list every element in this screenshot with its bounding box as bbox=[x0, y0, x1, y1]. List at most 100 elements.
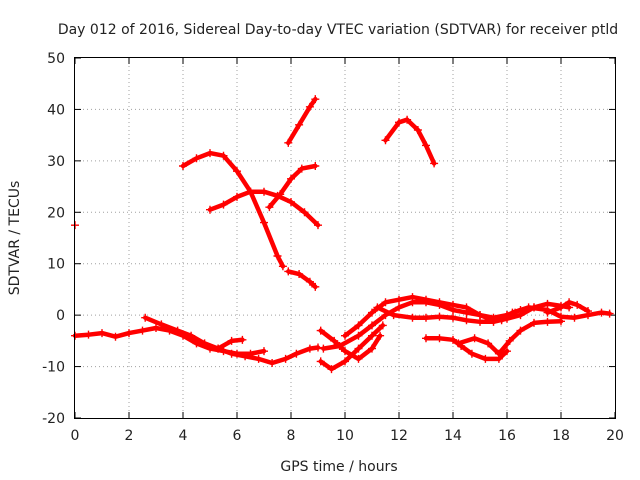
data-point bbox=[295, 120, 304, 129]
series-layer bbox=[71, 95, 614, 374]
data-point bbox=[395, 118, 403, 127]
data-point bbox=[408, 313, 417, 322]
data-point bbox=[260, 187, 268, 196]
data-point bbox=[489, 317, 498, 326]
series-track-arc-highA bbox=[180, 150, 286, 269]
data-point bbox=[354, 354, 363, 363]
x-tick-label: 20 bbox=[606, 428, 624, 444]
data-point bbox=[530, 318, 538, 327]
data-point bbox=[543, 308, 552, 317]
data-point bbox=[273, 252, 282, 260]
y-tick-label: -20 bbox=[42, 411, 65, 427]
data-point bbox=[470, 334, 479, 343]
data-point bbox=[368, 308, 376, 317]
data-point bbox=[435, 298, 444, 307]
data-point bbox=[408, 293, 417, 302]
data-point bbox=[368, 331, 376, 340]
y-tick-label: 10 bbox=[47, 257, 65, 273]
data-point bbox=[292, 349, 301, 358]
data-point bbox=[219, 200, 228, 209]
data-point bbox=[268, 358, 277, 367]
data-point bbox=[206, 205, 214, 214]
data-point bbox=[341, 357, 349, 366]
x-tick-label: 12 bbox=[390, 428, 408, 444]
data-point bbox=[557, 312, 565, 321]
data-point bbox=[573, 300, 582, 309]
data-point bbox=[476, 311, 484, 320]
data-point bbox=[378, 321, 387, 330]
data-point bbox=[179, 162, 187, 170]
data-point bbox=[287, 174, 295, 183]
data-point bbox=[516, 326, 525, 335]
data-point bbox=[354, 331, 363, 340]
data-point bbox=[484, 339, 493, 348]
data-point bbox=[373, 303, 382, 312]
data-point bbox=[206, 149, 214, 158]
series-track-arc-lowE bbox=[318, 323, 386, 372]
y-tick-label: 40 bbox=[47, 102, 65, 118]
data-point bbox=[98, 329, 106, 338]
data-point bbox=[335, 342, 344, 350]
data-point bbox=[111, 332, 120, 341]
data-point bbox=[376, 331, 385, 340]
data-point bbox=[481, 354, 490, 363]
x-tick-label: 6 bbox=[233, 428, 242, 444]
data-point bbox=[287, 198, 295, 206]
data-point bbox=[84, 330, 93, 339]
data-point bbox=[565, 298, 574, 307]
data-point bbox=[381, 298, 390, 307]
data-point bbox=[311, 162, 320, 170]
data-point bbox=[449, 300, 457, 309]
data-point bbox=[187, 331, 196, 340]
data-point bbox=[300, 208, 309, 217]
data-point bbox=[276, 190, 285, 199]
series-track-arc-highF bbox=[383, 117, 437, 166]
data-point bbox=[422, 295, 430, 304]
data-point bbox=[152, 324, 160, 332]
data-point bbox=[503, 347, 511, 356]
data-point bbox=[260, 218, 268, 227]
data-point bbox=[233, 192, 241, 201]
chart-title: Day 012 of 2016, Sidereal Day-to-day VTE… bbox=[58, 22, 618, 38]
data-point bbox=[505, 336, 514, 345]
data-point bbox=[430, 159, 439, 168]
data-point bbox=[462, 316, 471, 325]
data-point bbox=[284, 138, 293, 147]
data-point bbox=[327, 365, 336, 374]
data-point bbox=[395, 303, 403, 312]
data-point bbox=[605, 309, 614, 318]
data-point bbox=[246, 187, 255, 196]
data-point bbox=[125, 329, 133, 338]
data-point bbox=[319, 344, 328, 353]
data-point bbox=[238, 335, 247, 344]
tick-layer: 0 2 4 6 8 10 12 14 16 18 20 -20 -10 0 10 20 30 40 50 bbox=[42, 51, 624, 444]
series-track-arc-lowB bbox=[142, 315, 321, 366]
data-point bbox=[254, 354, 263, 363]
data-point bbox=[584, 307, 592, 316]
data-point bbox=[227, 336, 236, 345]
data-point bbox=[316, 357, 325, 366]
data-point bbox=[311, 282, 320, 291]
data-point bbox=[381, 136, 390, 145]
data-point bbox=[311, 95, 320, 104]
data-point bbox=[297, 164, 306, 173]
data-point bbox=[403, 115, 412, 124]
data-point bbox=[281, 354, 290, 363]
x-axis-label: GPS time / hours bbox=[280, 459, 397, 475]
y-tick-label: -10 bbox=[42, 360, 65, 376]
data-point bbox=[476, 317, 484, 326]
x-tick-label: 2 bbox=[125, 428, 134, 444]
data-point bbox=[557, 303, 565, 312]
data-point bbox=[314, 221, 322, 230]
data-point bbox=[422, 334, 430, 343]
y-tick-label: 20 bbox=[47, 205, 65, 221]
data-point bbox=[316, 326, 325, 335]
data-point bbox=[516, 311, 525, 320]
data-point bbox=[305, 102, 314, 111]
data-point bbox=[395, 295, 403, 304]
data-point bbox=[354, 344, 363, 353]
data-point bbox=[435, 312, 444, 321]
data-point bbox=[570, 313, 579, 322]
data-point bbox=[314, 343, 322, 352]
data-point bbox=[508, 308, 517, 317]
